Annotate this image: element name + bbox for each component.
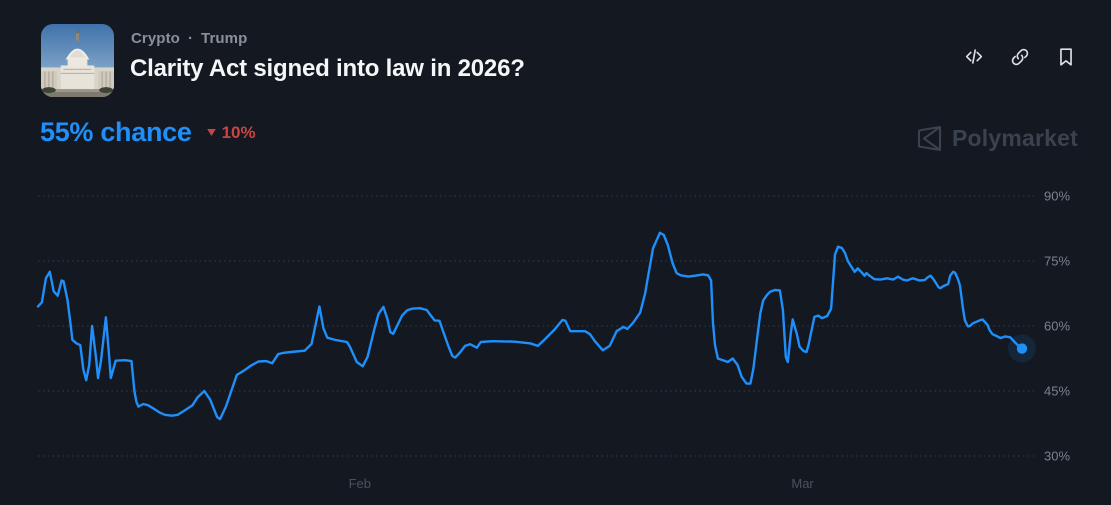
y-axis-label: 45% <box>1044 384 1070 399</box>
y-axis-label: 90% <box>1044 189 1070 204</box>
change-badge: 10% <box>206 123 256 143</box>
polymarket-logo[interactable]: Polymarket <box>916 124 1078 153</box>
link-icon <box>1011 48 1029 66</box>
y-axis-label: 75% <box>1044 254 1070 269</box>
probability-row: 55% chance 10% <box>40 117 256 148</box>
breadcrumb-subcategory[interactable]: Trump <box>201 30 248 47</box>
bookmark-icon <box>1060 48 1072 66</box>
breadcrumb-separator: · <box>187 30 194 47</box>
change-value: 10% <box>221 122 256 142</box>
breadcrumb-category[interactable]: Crypto <box>131 30 180 47</box>
bookmark-button[interactable] <box>1055 46 1077 68</box>
action-bar <box>963 46 1077 68</box>
polymarket-wordmark: Polymarket <box>951 125 1078 151</box>
last-price-dot <box>1016 343 1028 354</box>
chance-value: 55% chance <box>40 117 192 147</box>
copy-link-button[interactable] <box>1009 46 1031 68</box>
embed-code-button[interactable] <box>963 46 985 68</box>
polymarket-logo-icon <box>917 125 942 152</box>
breadcrumb: Crypto · Trump <box>131 30 247 47</box>
x-axis-label: Feb <box>349 476 371 491</box>
capitol-image <box>41 24 114 97</box>
down-arrow-icon <box>206 129 216 136</box>
market-thumbnail[interactable] <box>41 24 114 97</box>
x-axis-label: Mar <box>791 476 814 491</box>
y-axis-label: 60% <box>1044 319 1070 334</box>
y-axis-label: 30% <box>1044 449 1070 464</box>
market-title[interactable]: Clarity Act signed into law in 2026? <box>130 55 525 82</box>
code-icon <box>965 49 983 64</box>
